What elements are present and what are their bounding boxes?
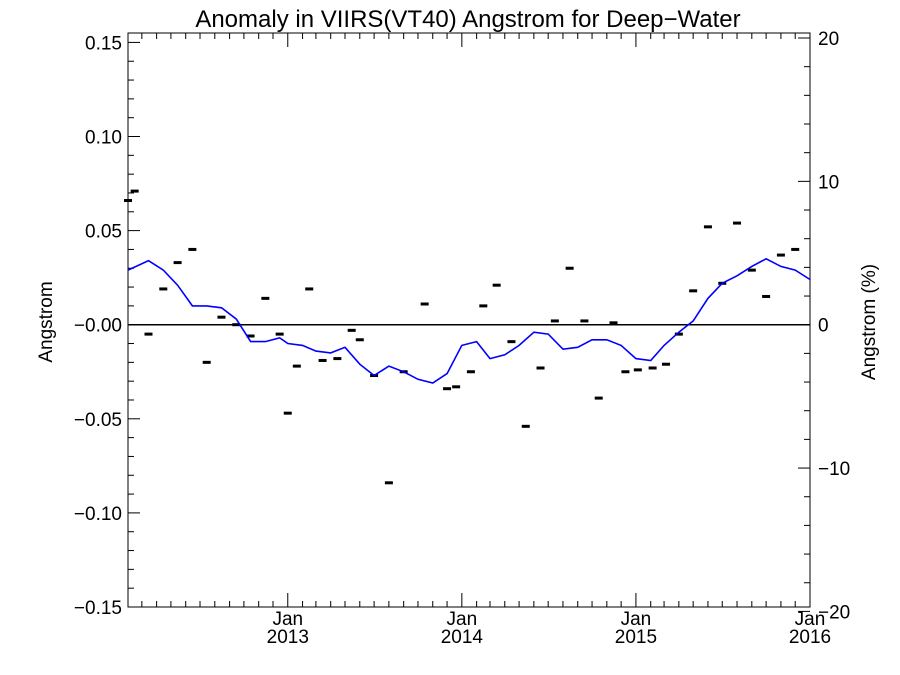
data-point: [609, 321, 618, 325]
x-tick-label: Jan: [272, 609, 303, 630]
data-point: [355, 338, 364, 342]
data-point: [261, 296, 270, 300]
y-tick-label: −0.15: [74, 598, 122, 619]
y-tick-label: 0.05: [85, 222, 122, 243]
data-point: [217, 315, 226, 319]
data-point: [173, 261, 182, 265]
data-point: [521, 424, 530, 428]
data-point: [536, 366, 545, 370]
x-tick-sublabel: 2014: [441, 627, 484, 648]
x-tick-sublabel: 2015: [615, 627, 657, 648]
x-tick-label: Jan: [447, 609, 478, 630]
data-point: [333, 357, 342, 361]
data-point: [747, 268, 756, 272]
running-mean-line: [127, 257, 811, 384]
chart-title: Anomaly in VIIRS(VT40) Angstrom for Deep…: [195, 6, 740, 33]
data-point: [466, 370, 475, 374]
data-point: [443, 387, 452, 391]
y-tick-label: 0.15: [85, 33, 122, 54]
data-point: [621, 370, 630, 374]
y-tick-label: −0.10: [74, 504, 122, 525]
x-tick-label: Jan: [621, 609, 652, 630]
y-tick-label: −0.00: [74, 316, 122, 337]
plot-frame: [127, 32, 811, 608]
y-right-tick-label: 0: [818, 316, 829, 337]
x-tick-sublabel: 2016: [789, 627, 831, 648]
y-right-tick-label: −10: [818, 459, 850, 480]
data-point: [648, 366, 657, 370]
data-point: [283, 411, 292, 415]
y-axis-label-right: Angstrom (%): [859, 264, 880, 380]
data-point: [318, 358, 327, 362]
data-point: [479, 304, 488, 308]
data-point: [703, 225, 712, 229]
data-point: [384, 481, 393, 485]
plot-area: 0.15 0.10 0.05 −0.00 −0.05 −0.10 −0.15 20 10 0 −10…: [74, 29, 850, 648]
data-point: [420, 302, 429, 306]
data-point: [762, 294, 771, 298]
data-point: [452, 385, 461, 389]
data-point: [594, 396, 603, 400]
data-point: [661, 362, 670, 366]
x-tick-label: Jan: [795, 609, 826, 630]
data-point: [550, 319, 559, 323]
data-point: [130, 189, 139, 193]
data-point: [144, 332, 153, 336]
data-point: [776, 253, 785, 257]
data-point: [580, 319, 589, 323]
data-point: [275, 332, 284, 336]
data-point: [292, 364, 301, 368]
data-point: [202, 360, 211, 364]
data-point: [159, 287, 168, 291]
data-point: [674, 332, 683, 336]
y-axis-label-left: Angstrom: [36, 281, 57, 362]
data-point: [305, 287, 314, 291]
data-point: [565, 266, 574, 270]
data-point: [689, 289, 698, 293]
y-tick-label: 0.10: [85, 128, 122, 149]
data-point: [246, 334, 255, 338]
data-point: [633, 368, 642, 372]
data-point: [791, 247, 800, 251]
data-point: [492, 283, 501, 287]
data-point: [232, 323, 241, 327]
data-point: [347, 328, 356, 332]
y-tick-label: −0.05: [74, 410, 122, 431]
data-point: [124, 198, 132, 202]
y-right-tick-label: −20: [818, 602, 850, 623]
data-point: [507, 340, 516, 344]
y-right-tick-label: 10: [818, 172, 839, 193]
data-point: [733, 221, 742, 225]
x-tick-sublabel: 2013: [267, 627, 309, 648]
y-right-tick-label: 20: [818, 29, 839, 50]
data-point: [188, 247, 197, 251]
